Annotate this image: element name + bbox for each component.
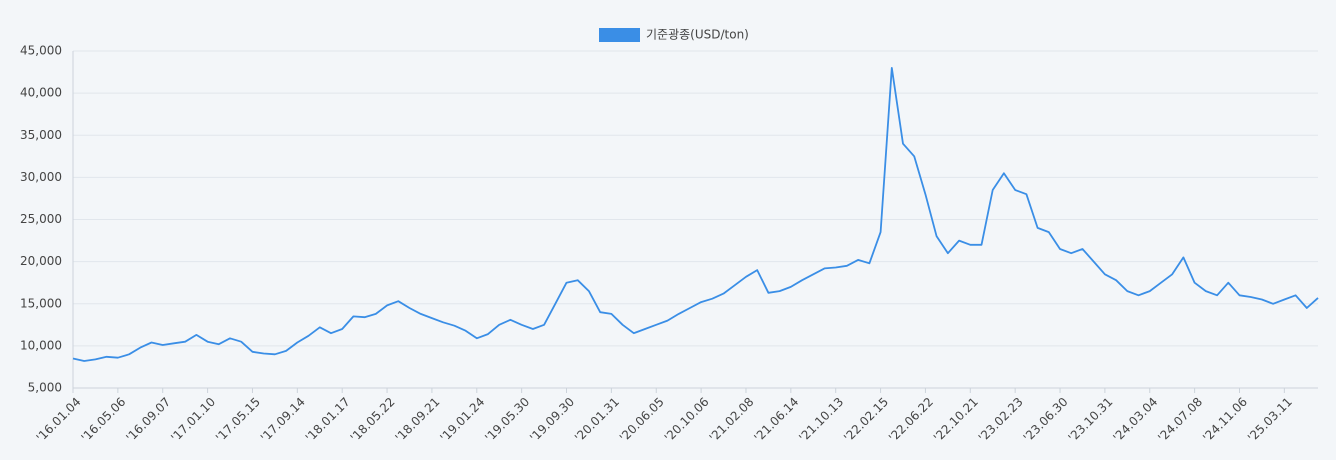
y-tick-label: 35,000 <box>20 128 62 142</box>
x-tick-label: '17.01.10 <box>168 395 218 445</box>
x-tick-label: '19.01.24 <box>437 395 487 445</box>
x-tick-label: '21.10.13 <box>796 395 846 445</box>
x-tick-label: '19.09.30 <box>527 395 577 445</box>
x-tick-label: '22.02.15 <box>841 395 891 445</box>
x-tick-label: '18.01.17 <box>303 395 353 445</box>
y-tick-label: 25,000 <box>20 212 62 226</box>
x-tick-label: '16.09.07 <box>123 395 173 445</box>
x-tick-label: '16.05.06 <box>78 395 128 445</box>
legend-swatch <box>599 28 640 42</box>
x-tick-label: '17.05.15 <box>213 395 263 445</box>
y-tick-label: 10,000 <box>20 338 62 352</box>
x-tick-label: '24.11.06 <box>1200 395 1250 445</box>
y-tick-label: 40,000 <box>20 86 62 100</box>
x-tick-label: '21.02.08 <box>707 395 757 445</box>
x-tick-label: '18.09.21 <box>392 395 442 445</box>
y-tick-label: 20,000 <box>20 254 62 268</box>
x-tick-label: '19.05.30 <box>482 395 532 445</box>
x-tick-label: '22.06.22 <box>886 395 936 445</box>
x-tick-label: '23.02.23 <box>976 395 1026 445</box>
x-tick-label: '22.10.21 <box>931 395 981 445</box>
y-tick-label: 45,000 <box>20 44 62 58</box>
x-tick-label: '24.07.08 <box>1155 395 1205 445</box>
x-tick-label: '23.10.31 <box>1065 395 1115 445</box>
x-tick-label: '25.03.11 <box>1245 395 1295 445</box>
y-tick-label: 15,000 <box>20 296 62 310</box>
x-tick-label: '20.10.06 <box>662 395 712 445</box>
x-tick-label: '17.09.14 <box>258 395 308 445</box>
x-tick-label: '18.05.22 <box>348 395 398 445</box>
x-tick-label: '23.06.30 <box>1021 395 1071 445</box>
data-line <box>72 67 1319 362</box>
y-tick-label: 30,000 <box>20 170 62 184</box>
x-tick-label: '21.06.14 <box>751 395 801 445</box>
x-tick-label: '20.01.31 <box>572 395 622 445</box>
x-tick-label: '16.01.04 <box>34 395 84 445</box>
y-tick-label: 5,000 <box>28 381 62 395</box>
legend-label: 기준광종(USD/ton) <box>646 28 749 42</box>
x-tick-label: '20.06.05 <box>617 395 667 445</box>
x-tick-label: '24.03.04 <box>1110 395 1160 445</box>
